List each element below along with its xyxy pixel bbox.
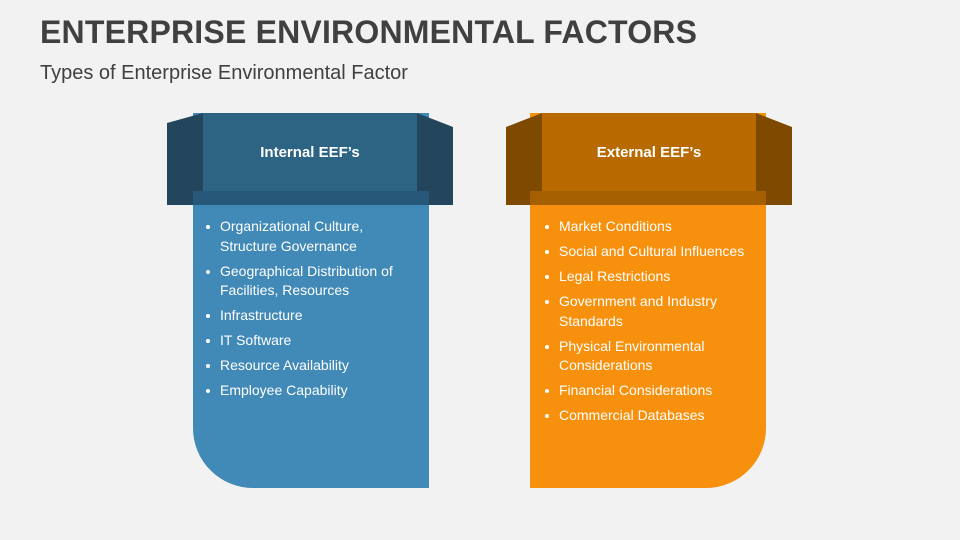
internal-right-wing (417, 113, 453, 205)
external-right-wing (756, 113, 792, 205)
page-title: ENTERPRISE ENVIRONMENTAL FACTORS (40, 14, 698, 50)
internal-eef-card: Internal EEF’s Organizational Culture, S… (167, 113, 453, 490)
internal-card-heading: Internal EEF’s (260, 143, 360, 161)
external-left-wing (506, 113, 542, 205)
list-item: Government and Industry Standards (542, 292, 756, 331)
list-item: Physical Environmental Considerations (542, 337, 756, 376)
external-eef-list: Market Conditions Social and Cultural In… (542, 217, 756, 431)
list-item: Social and Cultural Influences (542, 242, 756, 262)
internal-card-shape (167, 113, 453, 488)
list-item: Financial Considerations (542, 381, 756, 401)
external-header-band (542, 113, 756, 191)
list-item: Market Conditions (542, 217, 756, 237)
list-item: Resource Availability (203, 356, 417, 376)
page-subtitle: Types of Enterprise Environmental Factor (40, 62, 408, 84)
list-item: Legal Restrictions (542, 267, 756, 287)
internal-eef-list: Organizational Culture, Structure Govern… (203, 217, 417, 406)
internal-left-wing (167, 113, 203, 205)
list-item: Employee Capability (203, 381, 417, 401)
internal-header-band (203, 113, 417, 191)
internal-card-body (193, 113, 429, 488)
external-card-shape (506, 113, 792, 488)
list-item: IT Software (203, 331, 417, 351)
list-item: Geographical Distribution of Facilities,… (203, 262, 417, 301)
external-card-body (530, 113, 766, 488)
list-item: Commercial Databases (542, 406, 756, 426)
external-fold-shadow (530, 191, 766, 205)
external-eef-card: External EEF’s Market Conditions Social … (506, 113, 792, 490)
list-item: Organizational Culture, Structure Govern… (203, 217, 417, 256)
list-item: Infrastructure (203, 306, 417, 326)
internal-fold-shadow (193, 191, 429, 205)
external-card-heading: External EEF’s (596, 143, 702, 161)
